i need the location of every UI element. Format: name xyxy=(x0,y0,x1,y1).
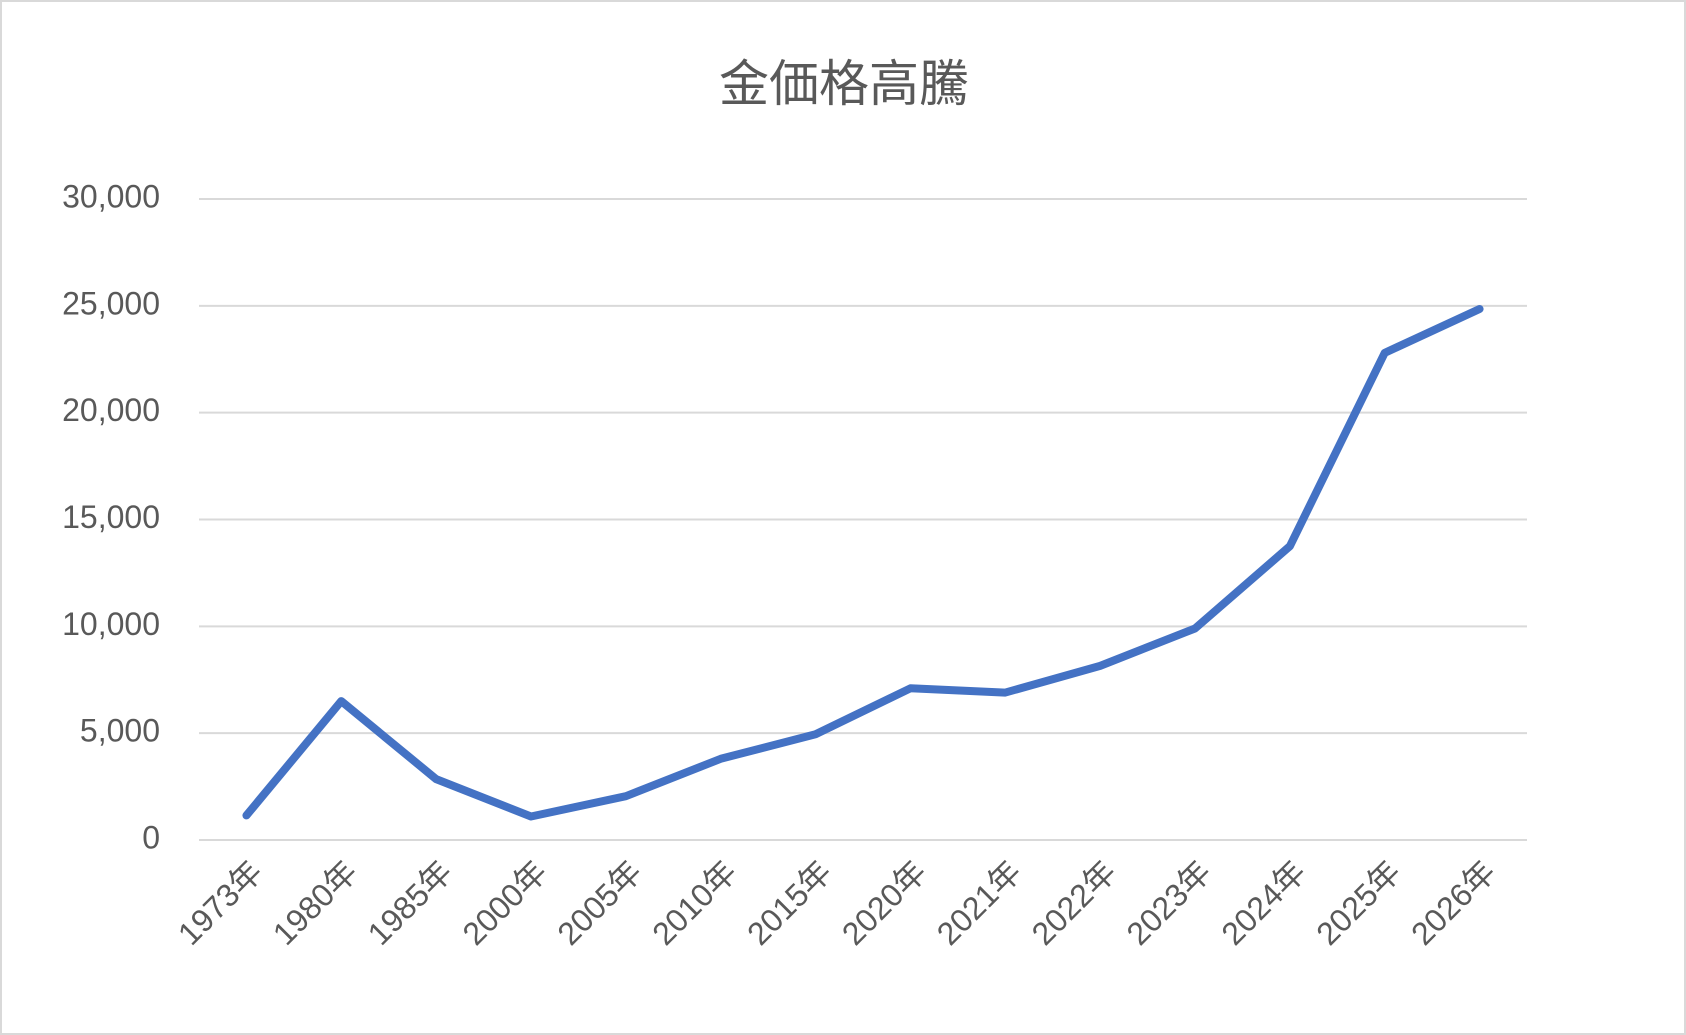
y-tick-label: 15,000 xyxy=(62,499,160,535)
y-tick-label: 25,000 xyxy=(62,285,160,321)
y-tick-label: 30,000 xyxy=(62,178,160,214)
y-tick-label: 5,000 xyxy=(80,713,160,749)
y-tick-label: 20,000 xyxy=(62,392,160,428)
line-series xyxy=(242,305,1484,821)
y-tick-label: 10,000 xyxy=(62,606,160,642)
chart-title: 金価格高騰 xyxy=(719,56,969,112)
y-tick-label: 0 xyxy=(142,819,160,855)
